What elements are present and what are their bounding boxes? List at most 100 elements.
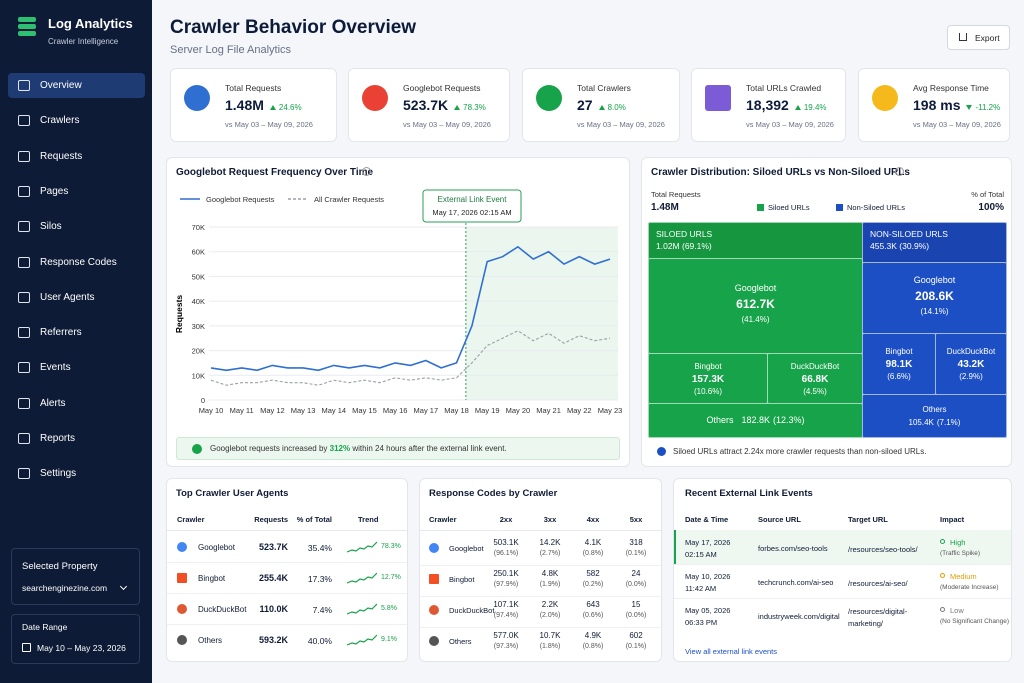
divider	[674, 564, 1011, 565]
cell-pct: (0.8%)	[582, 643, 604, 650]
kpi-row: 18,392 19.4%	[746, 97, 827, 113]
cell: 593.2K	[258, 635, 288, 645]
table-title: Top Crawler User Agents	[176, 488, 289, 499]
x-tick-label: May 18	[444, 406, 469, 415]
trend-change: 12.7%	[381, 574, 401, 581]
table-header: Impact	[940, 515, 965, 524]
nav-item[interactable]: Alerts	[40, 397, 66, 409]
kpi-icon	[536, 85, 562, 111]
cell-pct: (12.3%)	[773, 415, 805, 425]
nav-item[interactable]: Crawlers	[40, 115, 80, 127]
pct-value: 100%	[978, 202, 1004, 213]
cell: 02:15 AM	[685, 550, 717, 559]
export-icon	[959, 33, 967, 41]
kpi-value: 18,392	[746, 97, 789, 113]
nav-item[interactable]: Response Codes	[40, 256, 117, 268]
y-tick-label: 50K	[192, 272, 205, 281]
nav-item[interactable]: Settings	[40, 468, 77, 480]
cell-value: 24	[631, 569, 641, 578]
legend-label: Non-Siloed URLs	[847, 203, 905, 212]
x-tick-label: May 15	[352, 406, 377, 415]
impact-note: (No Significant Change)	[940, 618, 1010, 625]
kpi-value: 1.48M	[225, 97, 264, 113]
x-tick-label: May 19	[475, 406, 500, 415]
cell-name: Googlebot	[734, 283, 777, 293]
cell-pct: (14.1%)	[920, 307, 949, 316]
nav-item[interactable]: Overview	[40, 80, 82, 91]
series-line	[210, 245, 611, 372]
divider	[420, 596, 661, 597]
kpi-change: 24.6%	[278, 103, 302, 112]
table-header: Date & Time	[685, 515, 729, 524]
cell: DuckDuckBot	[198, 605, 247, 614]
group-label: NON-SILOED URLS	[870, 229, 948, 239]
impact-dot	[940, 539, 945, 544]
x-tick-label: May 11	[230, 406, 254, 415]
crawler-icon	[177, 635, 187, 645]
kpi-label: Total Requests	[225, 83, 282, 93]
cell: 255.4K	[258, 573, 288, 583]
page-title: Crawler Behavior Overview	[170, 17, 417, 38]
x-tick-label: May 20	[506, 406, 531, 415]
table-header: Source URL	[758, 515, 801, 524]
help-icon	[895, 167, 904, 176]
nav-icon	[18, 256, 30, 268]
table-header: Trend	[358, 515, 379, 524]
calendar-icon	[22, 643, 31, 652]
card	[419, 478, 662, 662]
kpi-period: vs May 03 – May 09, 2026	[577, 120, 665, 129]
export-button[interactable]: Export	[947, 25, 1010, 50]
y-tick-label: 10K	[192, 371, 205, 380]
table-header: 4xx	[586, 515, 600, 524]
insight-text-pre: Googlebot requests increased by	[210, 444, 330, 453]
cell-name: Bingbot	[694, 361, 722, 371]
cell: Bingbot	[198, 574, 226, 583]
kpi-change: 8.0%	[607, 103, 626, 112]
nav-icon	[18, 221, 30, 233]
treemap-cell: Googlebot 612.7K (41.4%)	[648, 258, 863, 354]
nav-active	[8, 73, 145, 98]
cell-value: 250.1K	[493, 569, 519, 578]
kpi-label: Total Crawlers	[577, 83, 631, 93]
y-tick-label: 40K	[192, 297, 205, 306]
cell-pct: (0.1%)	[625, 643, 647, 650]
table-header: % of Total	[296, 515, 332, 524]
nav-item[interactable]: Pages	[40, 185, 69, 197]
cell-name: Googlebot	[913, 275, 956, 285]
nav-icon	[18, 185, 30, 197]
property[interactable]: searchenginezine.com	[22, 583, 108, 593]
nav-item[interactable]: Requests	[40, 150, 83, 162]
divider	[167, 593, 407, 594]
trend-change: 9.1%	[381, 636, 397, 643]
crawler-icon	[177, 573, 187, 583]
dist-title: Crawler Distribution: Siloed URLs vs Non…	[651, 167, 910, 178]
nav-item[interactable]: Events	[40, 362, 71, 374]
cell: /resources/digital-marketing/	[848, 607, 908, 628]
cell: 11:42 AM	[685, 584, 717, 593]
cell-pct: (0.2%)	[582, 581, 604, 588]
cell-value: 208.6K	[915, 289, 954, 303]
nav-item[interactable]: Referrers	[40, 327, 82, 339]
insight-bar: Googlebot requests increased by 312% wit…	[176, 437, 620, 460]
cell: 110.0K	[259, 604, 288, 614]
kpi-change: -11.2%	[975, 103, 1001, 112]
cell-value: 14.2K	[539, 538, 561, 547]
brand: Log Analytics	[48, 16, 133, 31]
kpi-change: 78.3%	[463, 103, 486, 112]
row-accent	[674, 530, 676, 564]
nav-item[interactable]: Reports	[40, 433, 76, 444]
nav-icon	[18, 397, 30, 409]
events-link[interactable]: View all external link events	[685, 647, 777, 656]
sidebar	[0, 0, 152, 683]
kpi-period: vs May 03 – May 09, 2026	[913, 120, 1001, 129]
cell: 17.3%	[307, 574, 332, 584]
nav-item[interactable]: Silos	[40, 221, 62, 233]
nav-item[interactable]: User Agents	[40, 291, 95, 303]
treemap-cell: Googlebot 208.6K (14.1%)	[862, 262, 1007, 334]
kpi-icon	[184, 85, 210, 111]
divider	[167, 562, 407, 563]
x-tick-label: May 17	[414, 406, 439, 415]
date-range[interactable]: May 10 – May 23, 2026	[37, 643, 126, 653]
nav-icon	[18, 468, 30, 480]
